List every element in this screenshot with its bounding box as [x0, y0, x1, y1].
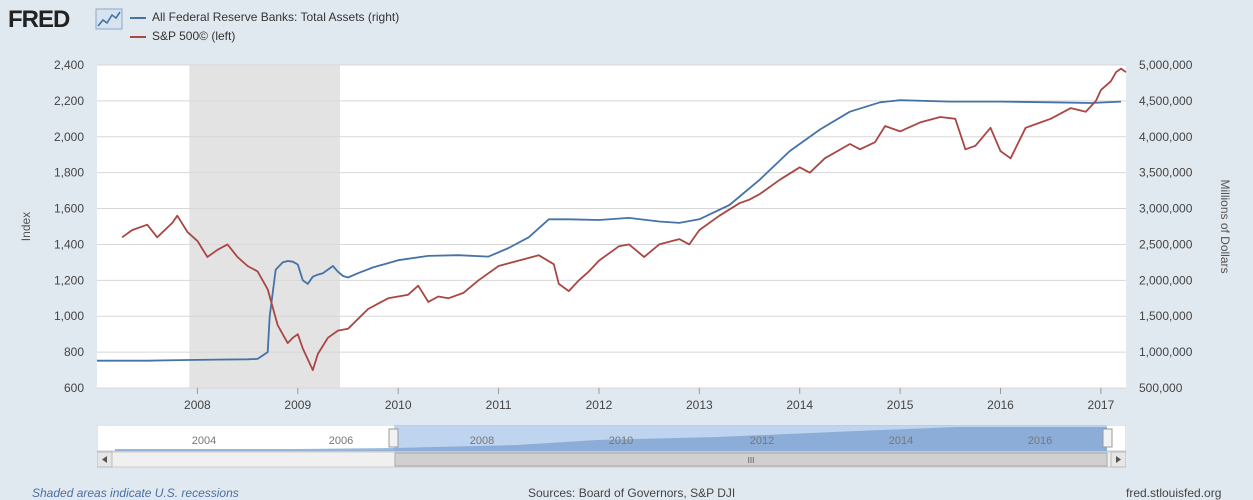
left-axis-tick: 1,600	[54, 202, 84, 216]
x-axis-tick: 2010	[385, 398, 412, 412]
scrollbar-grip: III	[748, 456, 755, 465]
scrollbar-thumb[interactable]	[394, 452, 1108, 467]
left-axis-tick: 1,200	[54, 273, 84, 287]
line-chart: 2,400 2,200 2,000 1,800 1,600 1,400 1,200 1,000…	[19, 58, 1232, 412]
right-axis-tick: 4,500,000	[1139, 94, 1193, 108]
x-axis-tick: 2008	[184, 398, 211, 412]
left-axis-tick: 1,000	[54, 309, 84, 323]
left-axis-tick: 800	[64, 345, 84, 359]
legend-item-sp500[interactable]: S&P 500© (left)	[130, 29, 235, 43]
right-axis-tick: 5,000,000	[1139, 58, 1193, 72]
x-axis-tick: 2017	[1088, 398, 1115, 412]
navigator-tick: 2004	[192, 435, 216, 447]
x-axis-tick: 2013	[686, 398, 713, 412]
fred-chart-icon	[95, 8, 123, 30]
left-axis-tick: 2,400	[54, 58, 84, 72]
right-axis-tick: 2,500,000	[1139, 237, 1193, 251]
chevron-left-icon	[102, 456, 107, 463]
right-axis-tick: 4,000,000	[1139, 130, 1193, 144]
legend-swatch-total-assets	[130, 16, 146, 19]
x-axis-tick: 2016	[987, 398, 1014, 412]
sources-note: Sources: Board of Governors, S&P DJI	[528, 486, 736, 500]
legend-swatch-sp500	[130, 35, 146, 38]
legend-label-sp500: S&P 500© (left)	[152, 29, 236, 43]
fred-logo[interactable]: FRED	[8, 6, 70, 33]
left-axis-tick: 2,000	[54, 130, 84, 144]
right-axis-tick: 500,000	[1139, 381, 1183, 395]
right-axis-tick: 2,000,000	[1139, 273, 1193, 287]
chevron-right-icon	[1116, 456, 1121, 463]
left-axis-tick: 1,800	[54, 166, 84, 180]
legend-label-total-assets: All Federal Reserve Banks: Total Assets …	[152, 10, 400, 24]
left-axis-tick: 1,400	[54, 237, 84, 251]
x-axis-tick: 2014	[786, 398, 813, 412]
navigator-tick: 2008	[470, 435, 494, 447]
right-axis-tick: 3,500,000	[1139, 166, 1193, 180]
navigator-left-handle[interactable]	[388, 428, 399, 448]
left-axis-tick: 600	[64, 381, 84, 395]
navigator-tick: 2016	[1028, 435, 1052, 447]
right-axis-tick: 3,000,000	[1139, 202, 1193, 216]
x-axis-tick: 2015	[887, 398, 914, 412]
right-axis-tick: 1,000,000	[1139, 345, 1193, 359]
navigator-tick: 2014	[889, 435, 913, 447]
x-axis-tick: 2012	[586, 398, 613, 412]
navigator-right-handle[interactable]	[1102, 428, 1113, 448]
legend-item-total-assets[interactable]: All Federal Reserve Banks: Total Assets …	[130, 10, 399, 24]
x-axis-tick: 2011	[486, 398, 512, 412]
navigator-tick: 2006	[329, 435, 353, 447]
navigator-area	[115, 427, 1107, 451]
recession-shading	[189, 65, 340, 388]
right-axis-tick: 1,500,000	[1139, 309, 1193, 323]
right-axis-title: Millions of Dollars	[1218, 179, 1232, 273]
series-line-total-assets[interactable]	[97, 99, 1122, 362]
range-navigator[interactable]: 2004 2006 2008 2010 2012 2014 2016 III	[97, 425, 1126, 468]
recession-note: Shaded areas indicate U.S. recessions	[32, 486, 239, 500]
source-link[interactable]: fred.stlouisfed.org	[1126, 486, 1222, 500]
left-axis-title: Index	[19, 212, 33, 241]
navigator-tick: 2010	[609, 435, 633, 447]
navigator-tick: 2012	[750, 435, 774, 447]
series-line-sp500[interactable]	[121, 67, 1127, 372]
left-axis-tick: 2,200	[54, 94, 84, 108]
x-axis-tick: 2009	[284, 398, 311, 412]
